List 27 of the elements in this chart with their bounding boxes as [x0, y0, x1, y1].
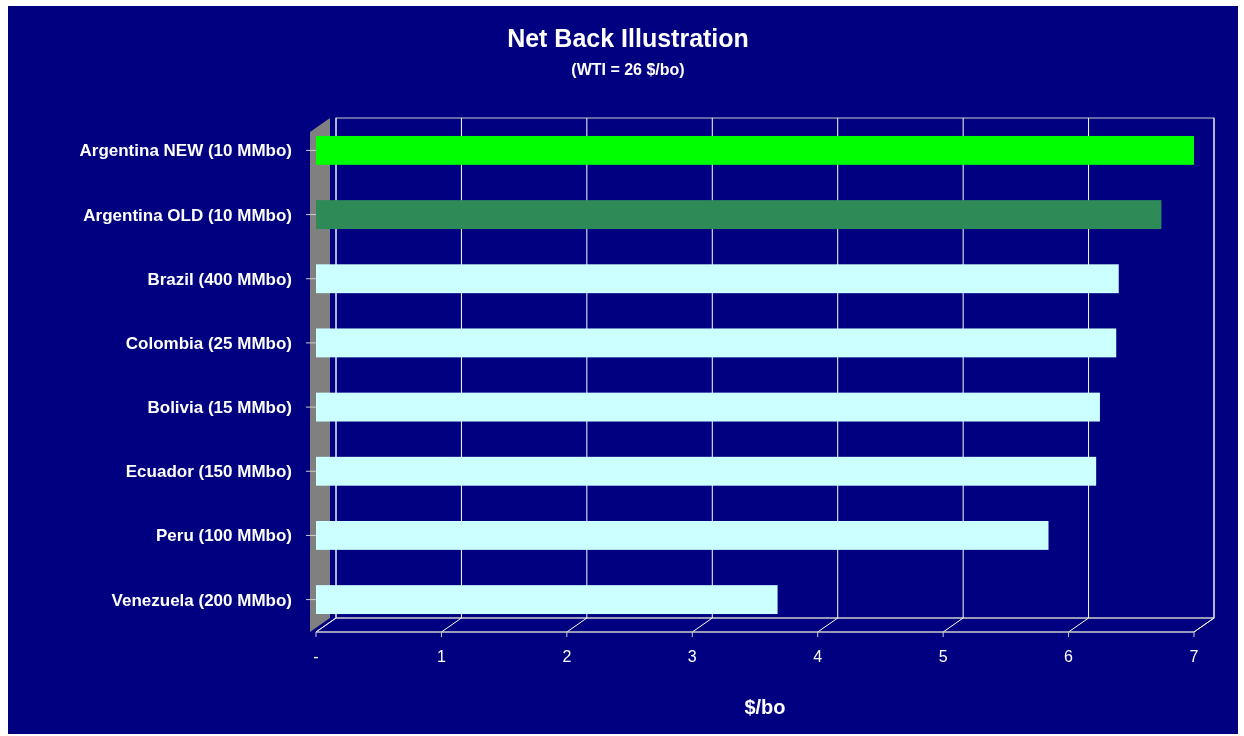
y-tick-label: Ecuador (150 MMbo) [125, 462, 292, 482]
y-tick-label: Brazil (400 MMbo) [147, 269, 292, 289]
x-tick-label: 3 [687, 648, 697, 665]
x-tick-label: 5 [938, 648, 948, 665]
x-tick-label: 4 [813, 648, 823, 665]
y-tick-label: Peru (100 MMbo) [155, 526, 292, 546]
y-tick-label: Argentina NEW (10 MMbo) [79, 141, 292, 161]
bar [316, 328, 1117, 358]
y-tick-label: Argentina OLD (10 MMbo) [83, 205, 292, 225]
bar [316, 264, 1119, 294]
chart-title: Net Back Illustration [507, 24, 749, 52]
x-tick-label: 7 [1189, 648, 1199, 665]
chart-subtitle: (WTI = 26 $/bo) [571, 61, 685, 78]
bar [316, 392, 1100, 422]
x-tick-label: 1 [436, 648, 446, 665]
bar [316, 135, 1194, 165]
x-axis-title: $/bo [744, 696, 786, 718]
x-tick-label: - [313, 648, 319, 665]
bar [316, 456, 1097, 486]
bar [316, 200, 1162, 230]
y-tick-label: Venezuela (200 MMbo) [111, 590, 292, 610]
x-tick-label: 6 [1064, 648, 1074, 665]
y-tick-label: Bolivia (15 MMbo) [147, 398, 292, 418]
y-tick-label: Colombia (25 MMbo) [125, 333, 292, 353]
bar [316, 520, 1049, 550]
bar [316, 585, 778, 615]
x-tick-label: 2 [562, 648, 572, 665]
